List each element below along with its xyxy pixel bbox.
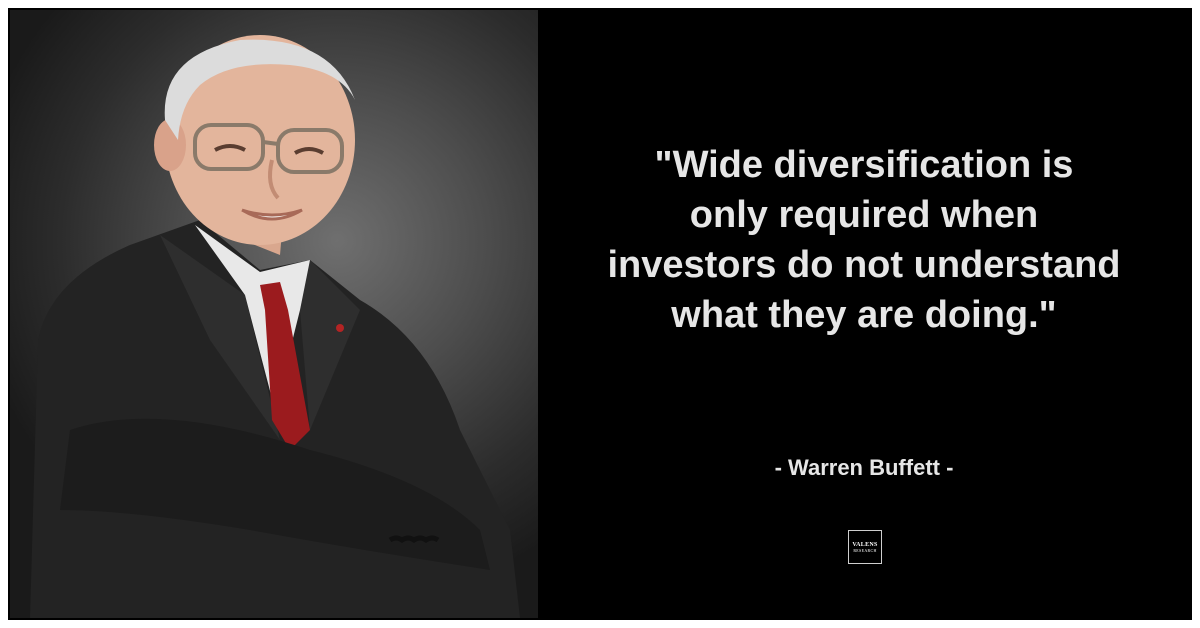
glasses-right-lens <box>276 128 344 174</box>
sleeve-buttons <box>388 535 440 544</box>
right-lapel <box>300 260 360 430</box>
quote-line: only required when <box>689 194 1039 236</box>
necktie <box>260 282 310 450</box>
right-eye <box>294 147 324 155</box>
left-eye <box>214 144 246 152</box>
left-lapel <box>160 235 280 440</box>
crossed-arms <box>60 418 490 570</box>
face <box>165 35 355 245</box>
smile <box>241 208 303 221</box>
quote-panel: "Wide diversification is only required w… <box>538 10 1190 618</box>
quote-line: "Wide diversification is <box>654 144 1074 186</box>
quote-author: - Warren Buffett - <box>774 455 954 480</box>
quote-line: investors do not understand <box>607 244 1121 286</box>
nose <box>268 159 280 200</box>
glasses-left-lens <box>193 123 265 171</box>
quote-line: what they are doing." <box>671 294 1057 336</box>
logo-line-2: RESEARCH <box>853 547 877 553</box>
hair <box>164 39 355 141</box>
logo-line-1: VALENS <box>852 541 878 548</box>
glasses-bridge <box>262 140 279 146</box>
lapel-pin <box>336 324 344 332</box>
quote-text: "Wide diversification is only required w… <box>538 140 1190 340</box>
valens-research-logo: VALENS RESEARCH <box>848 530 882 564</box>
portrait-photo <box>10 10 538 618</box>
card-frame: "Wide diversification is only required w… <box>8 8 1192 620</box>
portrait-illustration <box>30 35 520 618</box>
